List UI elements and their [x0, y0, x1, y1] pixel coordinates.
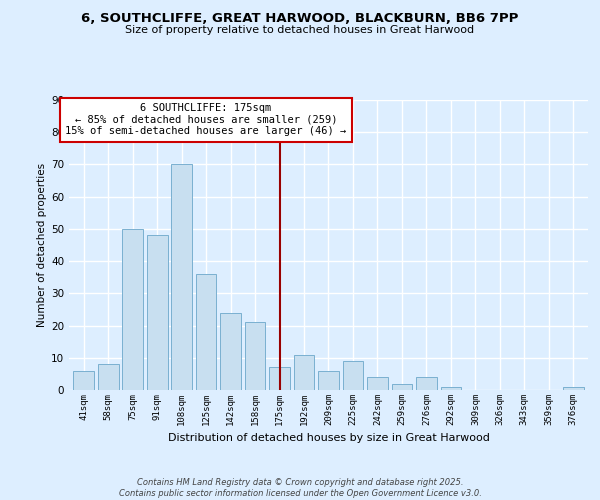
Bar: [343, 361, 364, 390]
Bar: [147, 236, 167, 390]
Y-axis label: Number of detached properties: Number of detached properties: [37, 163, 47, 327]
Bar: [392, 384, 412, 390]
X-axis label: Distribution of detached houses by size in Great Harwood: Distribution of detached houses by size …: [167, 434, 490, 444]
Text: Size of property relative to detached houses in Great Harwood: Size of property relative to detached ho…: [125, 25, 475, 35]
Bar: [416, 377, 437, 390]
Bar: [73, 370, 94, 390]
Text: Contains HM Land Registry data © Crown copyright and database right 2025.
Contai: Contains HM Land Registry data © Crown c…: [119, 478, 481, 498]
Text: 6, SOUTHCLIFFE, GREAT HARWOOD, BLACKBURN, BB6 7PP: 6, SOUTHCLIFFE, GREAT HARWOOD, BLACKBURN…: [82, 12, 518, 26]
Bar: [367, 377, 388, 390]
Bar: [440, 387, 461, 390]
Bar: [293, 354, 314, 390]
Text: 6 SOUTHCLIFFE: 175sqm
← 85% of detached houses are smaller (259)
15% of semi-det: 6 SOUTHCLIFFE: 175sqm ← 85% of detached …: [65, 103, 347, 136]
Bar: [196, 274, 217, 390]
Bar: [563, 387, 584, 390]
Bar: [269, 368, 290, 390]
Bar: [318, 370, 339, 390]
Bar: [98, 364, 119, 390]
Bar: [245, 322, 265, 390]
Bar: [122, 229, 143, 390]
Bar: [220, 312, 241, 390]
Bar: [171, 164, 192, 390]
